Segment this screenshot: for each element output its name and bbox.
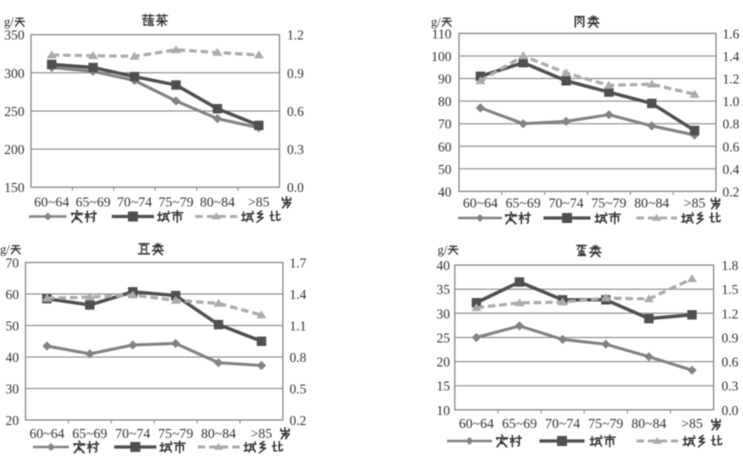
svg-text:30: 30 [6, 382, 20, 397]
svg-text:40: 40 [438, 184, 452, 199]
svg-text:40: 40 [437, 258, 451, 273]
svg-text:0.0: 0.0 [722, 403, 739, 418]
svg-text:70~74: 70~74 [545, 416, 580, 431]
svg-text:20: 20 [6, 413, 20, 428]
svg-text:0.6: 0.6 [723, 139, 740, 154]
svg-text:80~84: 80~84 [200, 194, 235, 209]
svg-text:30: 30 [437, 306, 451, 321]
svg-text:70~74: 70~74 [549, 195, 584, 210]
svg-text:0.3: 0.3 [722, 379, 739, 394]
svg-text:1.2: 1.2 [287, 28, 304, 43]
svg-text:0.9: 0.9 [287, 66, 304, 81]
svg-text:75~79: 75~79 [588, 416, 623, 431]
svg-text:60~64: 60~64 [459, 416, 494, 431]
svg-text:70~74: 70~74 [115, 426, 150, 441]
svg-text:60~64: 60~64 [29, 426, 64, 441]
svg-text:100: 100 [431, 49, 452, 64]
svg-text:80: 80 [438, 94, 452, 109]
svg-text:1.4: 1.4 [290, 287, 307, 302]
svg-text:90: 90 [438, 72, 452, 87]
svg-text:300: 300 [4, 66, 25, 81]
svg-text:1.1: 1.1 [290, 319, 307, 334]
svg-text:g/: g/ [431, 15, 441, 29]
svg-text:0.3: 0.3 [287, 142, 304, 157]
svg-text:10: 10 [437, 403, 451, 418]
svg-text:80~84: 80~84 [201, 426, 236, 441]
svg-text:0.8: 0.8 [723, 117, 740, 132]
svg-text:0.5: 0.5 [290, 382, 307, 397]
svg-text:1.8: 1.8 [722, 258, 739, 273]
svg-text:80~84: 80~84 [631, 416, 666, 431]
svg-text:65~69: 65~69 [72, 426, 107, 441]
svg-text:1.2: 1.2 [723, 72, 740, 87]
svg-text:0.4: 0.4 [723, 162, 740, 177]
svg-text:0.6: 0.6 [722, 355, 739, 370]
svg-text:>85: >85 [248, 194, 270, 209]
svg-text:65~69: 65~69 [76, 194, 111, 209]
svg-text:70: 70 [6, 256, 20, 271]
svg-text:75~79: 75~79 [158, 426, 193, 441]
svg-text:150: 150 [4, 180, 25, 195]
svg-text:80~84: 80~84 [634, 195, 669, 210]
svg-text:>85: >85 [251, 426, 273, 441]
svg-text:50: 50 [6, 319, 20, 334]
svg-text:g/: g/ [4, 15, 14, 29]
svg-text:0.2: 0.2 [290, 413, 307, 428]
svg-text:0.8: 0.8 [290, 350, 307, 365]
svg-text:70: 70 [438, 117, 452, 132]
svg-text:60~64: 60~64 [34, 194, 69, 209]
svg-text:0.2: 0.2 [723, 184, 740, 199]
svg-text:65~69: 65~69 [502, 416, 537, 431]
svg-text:1.2: 1.2 [722, 306, 739, 321]
svg-text:0.9: 0.9 [722, 330, 739, 345]
svg-text:>85: >85 [681, 416, 703, 431]
svg-text:0.0: 0.0 [287, 180, 304, 195]
svg-text:g/: g/ [0, 243, 10, 257]
svg-text:>85: >85 [684, 195, 706, 210]
svg-text:65~69: 65~69 [506, 195, 541, 210]
svg-text:25: 25 [437, 331, 451, 346]
svg-text:60: 60 [438, 139, 452, 154]
svg-text:15: 15 [437, 379, 451, 394]
svg-text:250: 250 [4, 104, 25, 119]
svg-text:50: 50 [438, 162, 452, 177]
svg-text:g/: g/ [438, 243, 448, 257]
svg-text:1.6: 1.6 [723, 26, 740, 41]
svg-text:20: 20 [437, 355, 451, 370]
svg-text:350: 350 [4, 28, 25, 43]
svg-text:40: 40 [6, 350, 20, 365]
svg-text:60: 60 [6, 287, 20, 302]
svg-text:75~79: 75~79 [158, 194, 193, 209]
svg-text:1.7: 1.7 [290, 256, 307, 271]
svg-text:35: 35 [437, 282, 451, 297]
svg-text:0.6: 0.6 [287, 104, 304, 119]
svg-text:75~79: 75~79 [591, 195, 626, 210]
svg-text:70~74: 70~74 [117, 194, 152, 209]
svg-text:110: 110 [432, 26, 452, 41]
svg-text:1.5: 1.5 [722, 282, 739, 297]
svg-text:60~64: 60~64 [463, 195, 498, 210]
svg-text:1.4: 1.4 [723, 49, 740, 64]
svg-text:1.0: 1.0 [723, 94, 740, 109]
svg-text:200: 200 [4, 142, 25, 157]
